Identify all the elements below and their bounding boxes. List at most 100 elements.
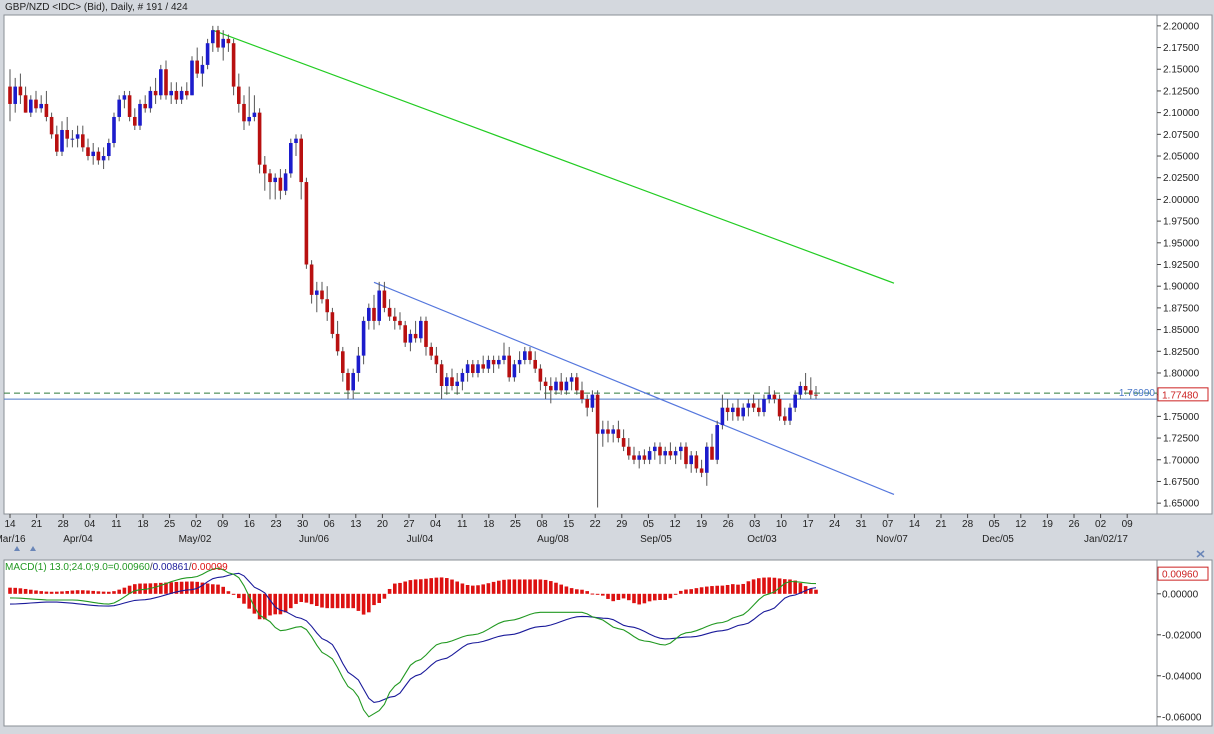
- macd-hist-bar: [65, 591, 69, 594]
- candle-body: [127, 95, 132, 117]
- price-panel[interactable]: [3, 14, 1158, 515]
- candle-body: [517, 359, 522, 365]
- price-tick-label: 1.75000: [1163, 412, 1200, 423]
- candle: [788, 403, 792, 426]
- macd-current-box: [1157, 566, 1209, 581]
- candle-body: [263, 164, 267, 174]
- macd-hist-bar: [44, 591, 49, 594]
- candle: [684, 442, 688, 469]
- candle-body: [538, 368, 543, 382]
- candle-body: [398, 320, 402, 326]
- candle: [590, 390, 595, 413]
- candle: [18, 73, 23, 104]
- candle: [257, 108, 262, 174]
- candle: [299, 134, 303, 200]
- macd-hist-bar: [632, 593, 636, 604]
- candle-body: [476, 364, 480, 373]
- macd-hist-bar: [39, 591, 43, 594]
- candle: [315, 281, 319, 313]
- candle-body: [174, 90, 179, 100]
- month-label: May/02: [179, 534, 212, 545]
- macd-hist-bar: [668, 593, 673, 599]
- candle-body: [164, 69, 168, 96]
- macd-hist-bar: [289, 593, 293, 609]
- candle: [205, 38, 210, 70]
- macd-hist-bar: [159, 582, 163, 594]
- macd-hist-bar: [543, 579, 548, 594]
- candle-body: [424, 320, 428, 347]
- time-tick-label: 14: [909, 519, 921, 530]
- time-tick-label: 19: [1042, 519, 1054, 530]
- candle-body: [377, 290, 381, 321]
- candle: [767, 385, 771, 404]
- time-tick-label: 18: [137, 519, 149, 530]
- price-axis[interactable]: [1156, 14, 1213, 515]
- macd-hist-bar: [408, 580, 413, 594]
- time-tick-label: 30: [297, 519, 309, 530]
- candle: [455, 372, 459, 395]
- candle: [216, 25, 220, 52]
- macd-hist-bar: [460, 583, 465, 594]
- candle-body: [715, 425, 719, 460]
- candle-body: [283, 173, 288, 191]
- candle: [647, 446, 652, 465]
- candle-body: [658, 446, 662, 456]
- macd-hist-bar: [341, 593, 345, 609]
- candle-body: [413, 333, 418, 339]
- candle-body: [133, 116, 137, 126]
- macd-tick-label: -0.04000: [1162, 671, 1202, 682]
- macd-hist-bar: [299, 593, 303, 603]
- candle: [138, 99, 142, 130]
- candle-body: [101, 156, 106, 161]
- horizontal-level-label: 1.76990: [1119, 388, 1156, 399]
- candle-body: [335, 333, 340, 352]
- macd-hist-bar: [387, 588, 392, 594]
- candle-body: [767, 394, 771, 400]
- macd-hist-bar: [367, 593, 371, 613]
- price-tick-label: 2.02500: [1163, 173, 1200, 184]
- close-icon[interactable]: [1196, 550, 1205, 558]
- macd-hist-bar: [216, 584, 220, 594]
- macd-hist-bar: [705, 586, 709, 594]
- candle: [715, 420, 719, 465]
- candle-body: [679, 446, 683, 452]
- macd-hist-bar: [419, 579, 423, 594]
- macd-hist-bar: [429, 578, 433, 594]
- candle: [190, 56, 194, 96]
- macd-hist-bar: [356, 593, 361, 611]
- macd-hist-bar: [335, 593, 340, 609]
- candle: [434, 346, 439, 373]
- current-price-box: [1157, 387, 1209, 402]
- candle-body: [439, 364, 444, 386]
- price-tick-label: 1.95000: [1163, 238, 1200, 249]
- macd-hist-bar: [710, 586, 714, 594]
- candle: [96, 147, 101, 165]
- macd-hist-bar: [205, 583, 210, 594]
- scroll-arrow-icon[interactable]: [14, 546, 36, 551]
- time-tick-label: 06: [324, 519, 336, 530]
- candle-body: [13, 86, 17, 104]
- macd-hist-bar: [554, 582, 558, 594]
- candle: [133, 108, 137, 130]
- current-price-label: 1.77480: [1162, 390, 1199, 401]
- candle-body: [580, 390, 584, 400]
- candle: [611, 425, 615, 443]
- candle-body: [185, 90, 189, 96]
- macd-hist-bar: [725, 584, 730, 594]
- candle-body: [741, 407, 745, 417]
- candle-body: [341, 351, 345, 373]
- candle-body: [491, 359, 496, 365]
- candle: [320, 281, 324, 304]
- macd-hist-bar: [533, 579, 537, 594]
- macd-axis[interactable]: [1156, 559, 1213, 727]
- candle: [559, 372, 563, 395]
- candle: [341, 346, 345, 382]
- time-tick-label: 04: [430, 519, 442, 530]
- candle: [185, 82, 189, 100]
- candle-body: [569, 377, 574, 382]
- candle-body: [393, 316, 397, 321]
- time-tick-label: 18: [483, 519, 495, 530]
- candle: [445, 372, 449, 395]
- macd-hist-bar: [528, 579, 532, 594]
